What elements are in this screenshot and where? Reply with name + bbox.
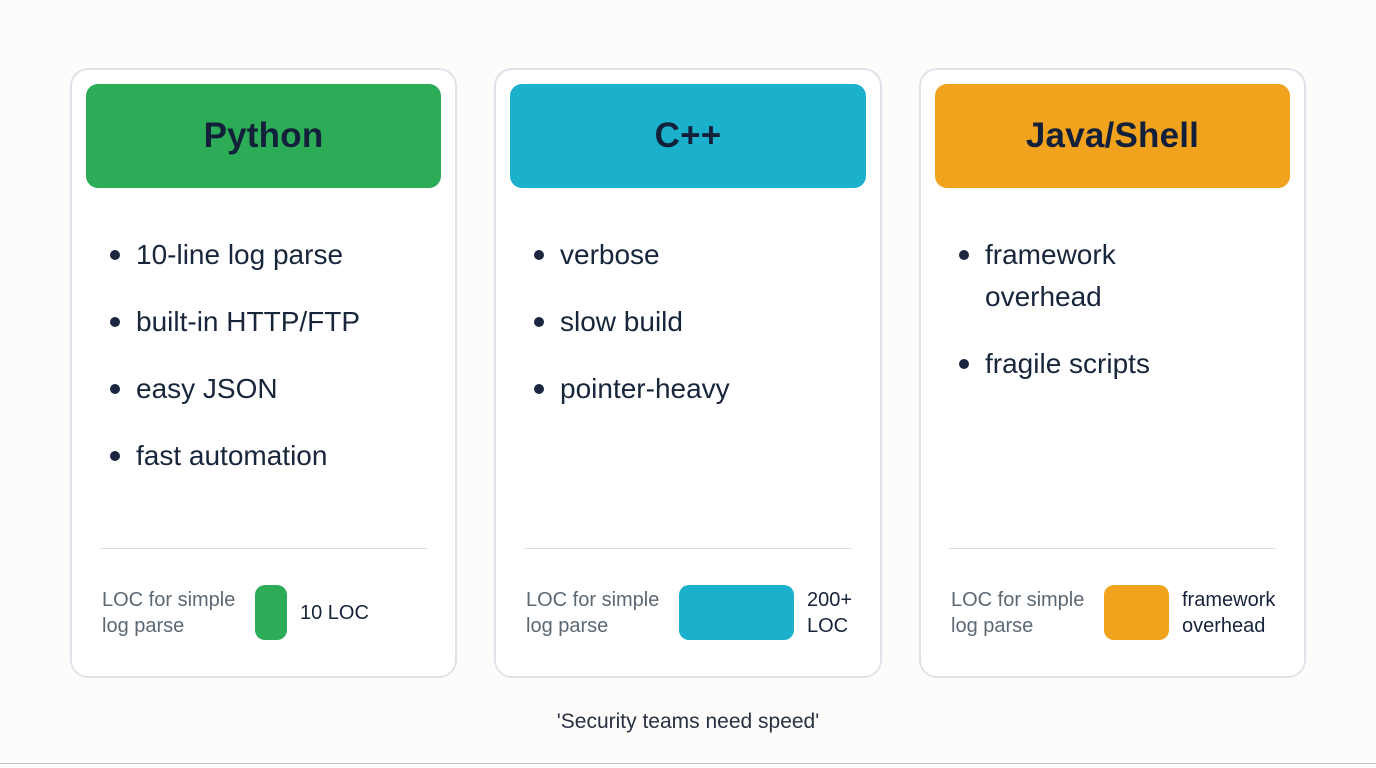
bullet-item: slow build bbox=[526, 301, 852, 343]
footer-divider bbox=[949, 548, 1276, 549]
bullet-item: easy JSON bbox=[102, 368, 427, 410]
card-python: Python 10-line log parse built-in HTTP/F… bbox=[70, 68, 457, 678]
bullet-item: pointer-heavy bbox=[526, 368, 852, 410]
loc-legend-value: 10 LOC bbox=[300, 601, 369, 624]
loc-legend-label: LOC for simple log parse bbox=[102, 588, 236, 637]
loc-legend: LOC for simple log parse framework overh… bbox=[951, 585, 1276, 640]
loc-legend-value: 200+ LOC bbox=[807, 588, 853, 637]
card-cpp: C++ verbose slow build pointer-heavy LOC… bbox=[494, 68, 882, 678]
card-python-header: Python bbox=[86, 84, 441, 188]
loc-color-swatch bbox=[1104, 585, 1169, 640]
bullet-item: verbose bbox=[526, 234, 852, 276]
footer-divider bbox=[100, 548, 427, 549]
card-cpp-footer: LOC for simple log parse 200+ LOC bbox=[496, 548, 880, 640]
footer-divider bbox=[524, 548, 852, 549]
card-cpp-title: C++ bbox=[654, 116, 722, 155]
bullet-item: fragile scripts bbox=[951, 343, 1181, 385]
language-comparison-board: Python 10-line log parse built-in HTTP/F… bbox=[0, 68, 1376, 733]
loc-color-swatch bbox=[679, 585, 794, 640]
loc-legend-value: framework overhead bbox=[1182, 588, 1276, 637]
bullet-item: 10-line log parse bbox=[102, 234, 427, 276]
card-python-bullet-list: 10-line log parse built-in HTTP/FTP easy… bbox=[102, 234, 427, 502]
language-cards: Python 10-line log parse built-in HTTP/F… bbox=[0, 68, 1376, 678]
bottom-edge-line bbox=[0, 762, 1376, 764]
bullet-item: built-in HTTP/FTP bbox=[102, 301, 427, 343]
card-java-shell-title: Java/Shell bbox=[1025, 116, 1200, 155]
loc-legend: LOC for simple log parse 10 LOC bbox=[102, 585, 427, 640]
bullet-item: framework overhead bbox=[951, 234, 1181, 318]
card-python-title: Python bbox=[203, 116, 324, 155]
quote-caption: 'Security teams need speed' bbox=[556, 710, 820, 733]
loc-legend-label: LOC for simple log parse bbox=[951, 588, 1085, 637]
bullet-item: fast automation bbox=[102, 435, 427, 477]
loc-color-swatch bbox=[255, 585, 287, 640]
card-java-shell-footer: LOC for simple log parse framework overh… bbox=[921, 548, 1304, 640]
card-cpp-header: C++ bbox=[510, 84, 866, 188]
card-java-shell-header: Java/Shell bbox=[935, 84, 1290, 188]
card-java-shell-bullet-list: framework overhead fragile scripts bbox=[951, 234, 1276, 410]
loc-legend-label: LOC for simple log parse bbox=[526, 588, 660, 637]
loc-legend: LOC for simple log parse 200+ LOC bbox=[526, 585, 852, 640]
card-cpp-bullet-list: verbose slow build pointer-heavy bbox=[526, 234, 852, 435]
card-python-footer: LOC for simple log parse 10 LOC bbox=[72, 548, 455, 640]
card-java-shell: Java/Shell framework overhead fragile sc… bbox=[919, 68, 1306, 678]
